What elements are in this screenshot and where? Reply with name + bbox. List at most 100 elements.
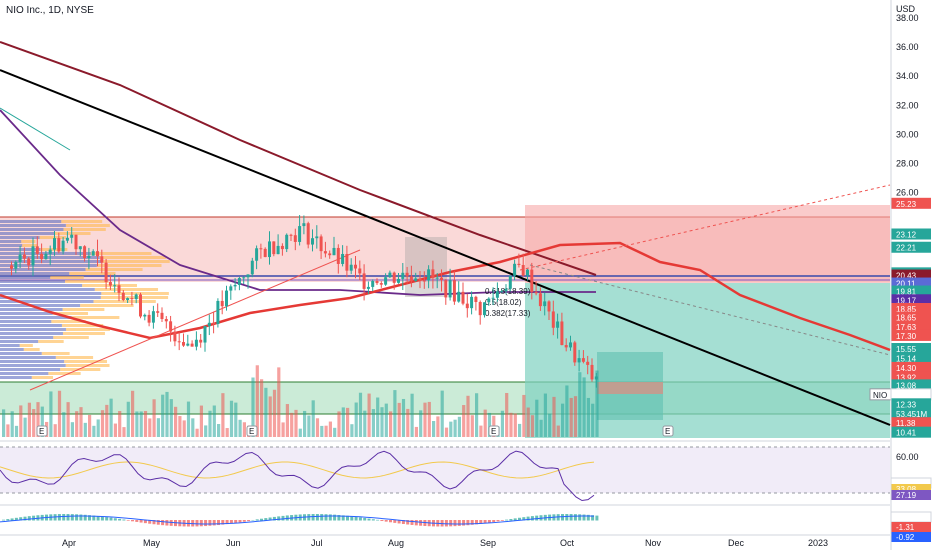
volume-profile-bar — [0, 304, 81, 307]
volume-bar — [569, 397, 573, 437]
macd-histogram-bar — [561, 514, 564, 521]
macd-histogram-bar — [109, 517, 113, 521]
price-level-tag[interactable] — [891, 228, 931, 240]
candle-body — [315, 236, 319, 239]
price-level-tag[interactable] — [891, 285, 931, 297]
price-level-tag[interactable] — [891, 398, 931, 410]
price-level-tag[interactable] — [891, 269, 931, 281]
volume-bar — [561, 403, 565, 437]
macd-histogram-bar — [496, 520, 500, 522]
candle-body — [35, 246, 39, 254]
price-axis[interactable]: 38.00 36.00 34.00 32.00 30.00 28.00 26.00 25.23… — [869, 0, 932, 550]
macd-histogram-bar — [169, 520, 173, 526]
volume-bar — [2, 409, 6, 437]
volume-bar — [410, 393, 414, 437]
candle-body — [375, 281, 379, 284]
price-level-tag[interactable] — [891, 361, 931, 373]
volume-bar — [62, 412, 66, 437]
volume-bar — [14, 425, 19, 437]
candle-body — [409, 276, 413, 282]
volume-profile-bar — [0, 220, 62, 223]
price-level-tag[interactable] — [891, 303, 931, 314]
price-level-tag[interactable] — [891, 277, 931, 289]
price-level-tag[interactable] — [891, 321, 931, 333]
macd-histogram-bar — [311, 514, 315, 521]
macd-histogram-bar — [341, 515, 345, 521]
candle-body — [538, 293, 542, 307]
candle-body — [285, 234, 289, 250]
price-level-tag[interactable] — [891, 371, 931, 383]
volume-profile-bar — [0, 344, 20, 347]
volume-profile-bar — [90, 252, 152, 255]
candle-body — [508, 275, 512, 289]
volume-bar — [453, 419, 457, 437]
moving-average-200 — [0, 41, 597, 276]
moving-average-100 — [0, 109, 596, 296]
volume-bar — [565, 385, 569, 437]
volume-profile-bar — [0, 376, 32, 379]
macd-histogram-bar — [66, 514, 70, 521]
volume-profile-bar — [0, 324, 62, 327]
volume-bar — [389, 411, 393, 437]
macd-histogram-bar — [83, 514, 87, 521]
price-level-tag[interactable] — [891, 294, 931, 306]
price-level-tag[interactable] — [891, 311, 931, 323]
volume-bar — [251, 377, 255, 437]
rsi-value-label: 33.08 — [896, 485, 917, 494]
volume-bar — [75, 411, 79, 437]
price-level-tag[interactable] — [891, 329, 931, 341]
price-level-tag[interactable] — [891, 426, 931, 438]
price-level-tag[interactable] — [891, 241, 931, 253]
candle-body — [70, 234, 74, 238]
candle-body — [121, 292, 125, 300]
candle-body — [474, 296, 478, 303]
volume-bar — [526, 407, 530, 437]
candle-body — [44, 253, 48, 260]
candle-body — [401, 272, 405, 279]
earnings-event-marker[interactable]: E — [662, 425, 674, 437]
price-level-tag-label: 20.11 — [896, 280, 916, 289]
candle-body — [289, 234, 293, 236]
price-level-tag[interactable] — [891, 417, 931, 429]
volume-profile-bar — [0, 260, 102, 263]
symbol-tag-label: NIO — [873, 391, 887, 400]
volume-bar — [483, 409, 487, 437]
candle-body — [40, 253, 44, 260]
volume-bar — [333, 427, 337, 437]
volume-bar — [505, 392, 509, 437]
volume-bar — [53, 424, 57, 437]
volume-bar — [294, 409, 298, 437]
candle-body — [366, 286, 370, 289]
chart-title: NIO Inc., 1D, NYSE — [6, 5, 94, 16]
earnings-event-marker[interactable]: E — [488, 425, 500, 437]
candle-body — [61, 240, 65, 252]
macd-histogram-bar — [152, 520, 156, 525]
earnings-event-marker[interactable]: E — [246, 425, 258, 437]
time-axis-label: Dec — [728, 538, 745, 548]
price-level-tag[interactable] — [891, 407, 931, 419]
earnings-event-box — [488, 425, 500, 437]
time-axis-label: Aug — [388, 538, 404, 548]
volume-profile-bar — [71, 316, 120, 319]
candle-body — [594, 376, 598, 380]
price-level-tag[interactable] — [891, 197, 931, 209]
volume-profile-bar — [63, 228, 106, 231]
price-level-tag-label: 23.12 — [896, 231, 917, 240]
candle-body — [276, 245, 280, 255]
macd-histogram-bar — [156, 520, 160, 525]
time-axis[interactable]: Apr May Jun Jul Aug Sep Oct Nov Dec 2023 — [62, 538, 828, 548]
macd-histogram-bar — [389, 520, 392, 523]
volume-bar — [221, 393, 225, 437]
macd-histogram-bar — [148, 520, 152, 524]
price-level-tag[interactable] — [891, 352, 931, 364]
price-level-tag[interactable] — [891, 343, 931, 355]
price-level-tag[interactable] — [891, 379, 931, 391]
fib-level-label: 0.618(18.39) — [485, 287, 531, 296]
earnings-event-marker[interactable]: E — [36, 425, 48, 437]
volume-bar — [88, 414, 92, 437]
volume-bar — [277, 367, 281, 437]
volume-bar — [401, 398, 406, 437]
volume-bar — [535, 399, 539, 437]
volume-bar — [40, 406, 44, 437]
